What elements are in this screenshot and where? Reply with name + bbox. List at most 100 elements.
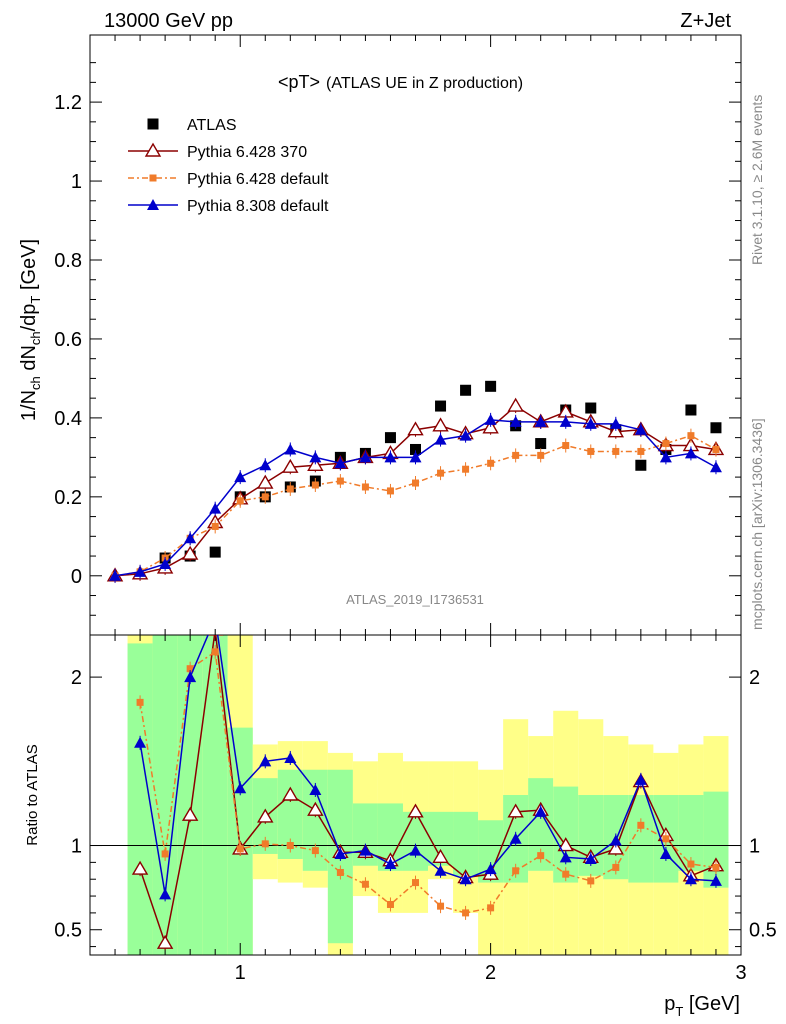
atlas-point [535, 438, 547, 450]
pythia-6-428-default-point [462, 909, 470, 917]
pythia-6-428-default-point [211, 522, 219, 530]
pythia-6-428-default-point [662, 835, 670, 843]
pythia-8-308-default-point [184, 532, 197, 544]
series-clip-group [106, 380, 725, 583]
pythia-6-428-default-point [512, 451, 520, 459]
pythia-6-428-370-point [257, 474, 274, 489]
rivet-version-label: Rivet 3.1.10, ≥ 2.6M events [749, 95, 765, 265]
pythia-6-428-default-point [612, 863, 620, 871]
y-tick-label: 0 [71, 566, 82, 588]
pythia-8-308-default-point [484, 413, 497, 425]
pythia-8-308-default-point [309, 451, 322, 463]
pythia-6-428-default-point [687, 860, 695, 868]
pythia-6-428-370-point [131, 860, 149, 875]
pythia-6-428-default-point [361, 483, 369, 491]
pythia-8-308-default-point [609, 417, 622, 429]
pythia-6-428-default-point [386, 900, 394, 908]
pythia-8-308-default-point [159, 557, 172, 569]
legend-entry-atlas: ATLAS [147, 117, 237, 134]
pythia-6-428-default-point [336, 868, 344, 876]
pythia-8-308-default-point [709, 874, 722, 886]
legend-label: Pythia 8.308 default [187, 198, 329, 215]
pythia-8-308-default-point [334, 457, 347, 469]
pythia-8-308-default-point [509, 832, 522, 844]
pythia-6-428-default-point [236, 845, 244, 853]
pythia-8-308-default-point [584, 853, 597, 864]
pythia-8-308-default-point [584, 417, 597, 429]
pythia-6-428-default-point [612, 447, 620, 455]
green-band-segment [152, 635, 178, 955]
pythia-8-308-default-point [559, 415, 572, 427]
pythia-6-428-370-series [106, 397, 725, 583]
plot-subtitle: (ATLAS UE in Z production) [326, 75, 523, 92]
pythia-8-308-default-line [139, 635, 717, 895]
pythia-8-308-default-point [409, 844, 422, 856]
pythia-8-308-default-point [234, 471, 247, 483]
pythia-6-428-default-point [186, 665, 194, 673]
x-tick-label: 1 [235, 962, 246, 984]
green-band-segment [402, 811, 429, 871]
pythia-6-428-default-point [336, 477, 344, 485]
pythia-8-308-default-point [684, 873, 697, 885]
y-tick-label: 0.6 [54, 329, 82, 351]
pythia-6-428-370-point [407, 421, 424, 436]
pythia-8-308-default-point [109, 569, 122, 581]
pythia-6-428-default-point [286, 485, 294, 493]
pythia-6-428-default-point [161, 850, 169, 858]
plot-title: <pT> [278, 72, 320, 92]
legend-entry-pythia-6-428-370: Pythia 6.428 370 [128, 142, 307, 161]
top-panel-axes: 0 0.2 0.4 0.6 0.8 1 1.2 [54, 34, 742, 636]
pythia-8-308-default-point [284, 751, 297, 763]
legend-entry-pythia-6-428-default: Pythia 6.428 default [128, 171, 329, 188]
top-panel-series [106, 380, 725, 583]
pythia-6-428-default-point [412, 479, 419, 487]
atlas-point [384, 432, 396, 444]
pythia-6-428-default-point [437, 902, 445, 910]
pythia-8-308-default-point [534, 415, 547, 427]
pythia-8-308-default-point [209, 502, 222, 514]
pythia-6-428-370-point [432, 848, 449, 864]
x-axis-label: pT [GeV] [664, 993, 740, 1019]
ratio-y-tick-label-right: 1 [749, 836, 760, 858]
pythia-6-428-default-series [111, 428, 720, 583]
pythia-6-428-370-point [507, 803, 524, 818]
pythia-6-428-default-point [712, 863, 720, 871]
ratio-y-tick-label: 0.5 [54, 920, 82, 942]
y-axis-label: 1/Nch dNch/dpT [GeV] [18, 239, 43, 421]
pythia-6-428-370-point [156, 934, 174, 949]
pythia-6-428-default-point [662, 440, 670, 448]
pythia-8-308-default-point [459, 873, 472, 885]
pythia-6-428-default-point [512, 867, 520, 875]
pythia-6-428-370-point [607, 840, 625, 855]
legend-label: Pythia 6.428 370 [187, 144, 307, 161]
legend-entry-pythia-8-308-default: Pythia 8.308 default [128, 198, 329, 215]
green-band-segment [177, 635, 203, 955]
pythia-8-308-default-point [384, 451, 397, 463]
ratio-y-tick-label: 2 [71, 667, 82, 689]
atlas-point [485, 380, 497, 392]
pythia-6-428-default-point [211, 648, 219, 656]
series-clip-group [131, 612, 725, 951]
ratio-y-axis-label: Ratio to ATLAS [24, 744, 41, 845]
pythia-8-308-default-series [109, 412, 722, 583]
pythia-8-308-default-point [209, 612, 221, 623]
pythia-8-308-default-point [334, 847, 347, 859]
y-tick-label: 0.8 [54, 250, 82, 272]
pythia-6-428-default-point [437, 469, 445, 477]
legend-label: ATLAS [187, 117, 237, 134]
mcplots-label: mcplots.cern.ch [arXiv:1306.3436] [749, 418, 765, 630]
pythia-8-308-default-point [159, 888, 172, 900]
x-tick-label: 2 [485, 962, 496, 984]
pythia-6-428-default-point [261, 840, 269, 848]
pythia-6-428-default-point [562, 442, 570, 450]
pythia-8-308-default-point [234, 782, 247, 794]
pythia-8-308-default-point [434, 864, 447, 876]
pythia-8-308-default-point [434, 433, 447, 445]
pythia-6-428-default-point [587, 877, 595, 885]
pythia-8-308-default-point [359, 844, 372, 856]
pythia-8-308-default-point [284, 443, 297, 455]
pythia-6-428-default-point [537, 852, 545, 860]
ratio-panel-series [131, 612, 725, 951]
pythia-6-428-default-point [311, 481, 319, 489]
